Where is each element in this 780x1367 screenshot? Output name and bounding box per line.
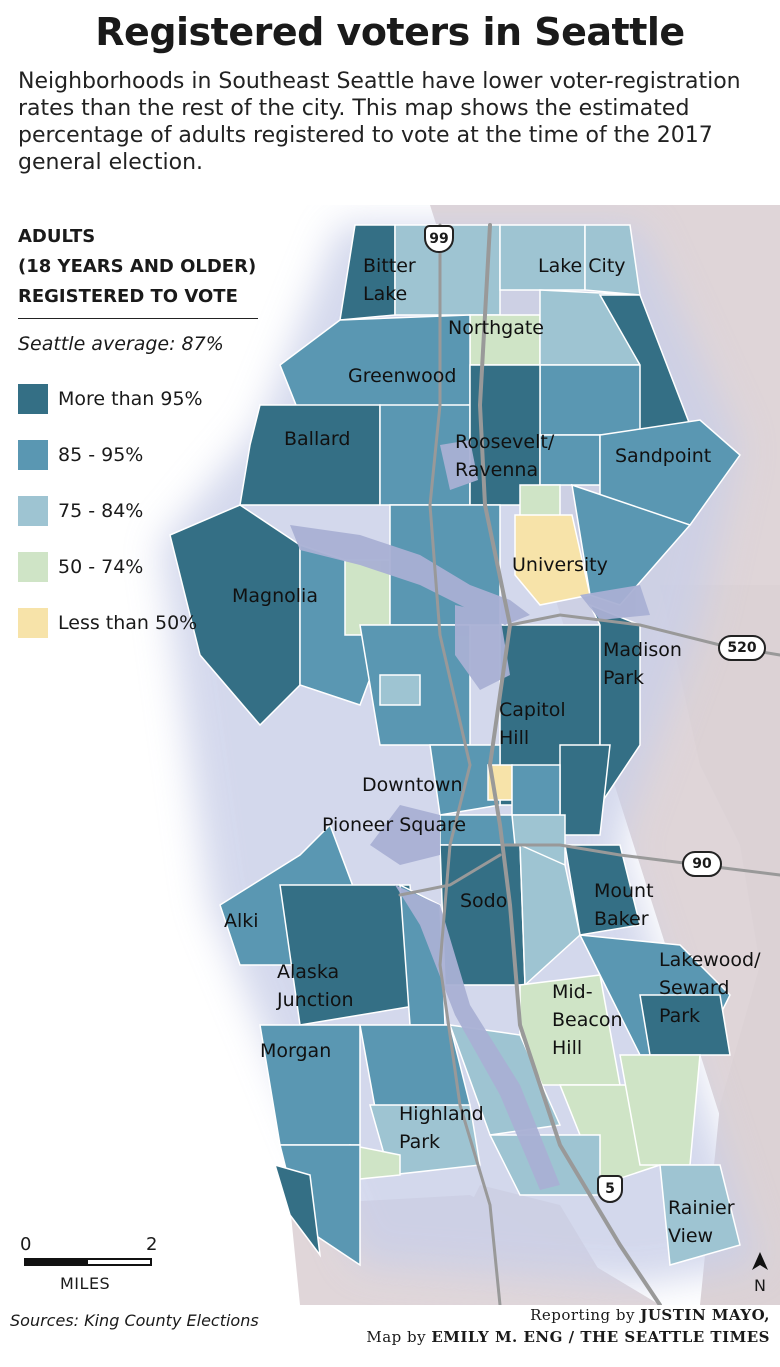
- scale-two: 2: [146, 1234, 158, 1255]
- credit-map-prefix: Map by: [366, 1328, 432, 1346]
- ship-canal: [290, 525, 530, 625]
- union-bay: [580, 585, 650, 620]
- legend-heading-line1: ADULTS: [18, 226, 96, 247]
- label-highland-park: Highland Park: [399, 1103, 484, 1153]
- lake-union: [455, 605, 510, 690]
- label-madison-park: Madison Park: [603, 639, 682, 689]
- label-lake-city: Lake City: [538, 255, 626, 277]
- seattle-map: [0, 205, 780, 1305]
- legend-label: 50 - 74%: [58, 556, 144, 578]
- label-sodo: Sodo: [460, 890, 508, 912]
- legend-item: 50 - 74%: [18, 539, 258, 595]
- highway-520-shield: 520: [718, 635, 766, 661]
- legend-swatch: [18, 384, 48, 414]
- label-greenwood: Greenwood: [348, 365, 457, 387]
- green-lake: [440, 440, 478, 490]
- label-roosevelt: Roosevelt/ Ravenna: [455, 431, 555, 481]
- district-university: [514, 514, 591, 606]
- west-seattle-br: [398, 853, 502, 897]
- legend-item: Less than 50%: [18, 595, 258, 651]
- label-beacon-hill: Mid- Beacon Hill: [552, 981, 623, 1059]
- label-alaska-junction: Alaska Junction: [277, 961, 354, 1011]
- district-rainier-view-s: [659, 1164, 741, 1266]
- scale-graphic: [24, 1258, 152, 1266]
- label-capitol-hill: Capitol Hill: [499, 699, 566, 749]
- label-downtown: Downtown: [362, 774, 463, 796]
- scale-zero: 0: [20, 1234, 32, 1255]
- legend-label: Less than 50%: [58, 612, 198, 634]
- legend-average: Seattle average: 87%: [18, 333, 224, 355]
- legend-label: 75 - 84%: [58, 500, 144, 522]
- north-arrow-icon: [752, 1252, 768, 1270]
- credit: Reporting by JUSTIN MAYO, Map by EMILY M…: [366, 1304, 770, 1348]
- legend-heading-line3: REGISTERED TO VOTE: [18, 286, 238, 307]
- legend-item: More than 95%: [18, 371, 258, 427]
- label-northgate: Northgate: [448, 317, 544, 339]
- label-morgan: Morgan: [260, 1040, 332, 1062]
- district-seward: [639, 994, 731, 1056]
- scale-unit: MILES: [60, 1274, 111, 1293]
- map-canvas: [160, 205, 780, 1305]
- label-pioneer-square: Pioneer Square: [322, 814, 467, 836]
- legend-swatch: [18, 608, 48, 638]
- elliott-bay-edge: [370, 805, 440, 865]
- roads: [398, 223, 780, 1305]
- legend-swatch: [18, 552, 48, 582]
- legend-label: 85 - 95%: [58, 444, 144, 466]
- label-bitter-lake: Bitter Lake: [363, 255, 416, 305]
- i5: [477, 223, 662, 1305]
- credit-mapmaker: EMILY M. ENG / THE SEATTLE TIMES: [431, 1328, 770, 1346]
- legend-item: 75 - 84%: [18, 483, 258, 539]
- legend-heading-line2: (18 YEARS AND OLDER): [18, 256, 257, 277]
- district-qa-light: [379, 674, 421, 706]
- label-lakewood: Lakewood/ Seward Park: [659, 949, 761, 1027]
- district-sw-dark: [273, 1163, 322, 1258]
- north-arrow: N: [748, 1250, 772, 1295]
- credit-reporter: JUSTIN MAYO,: [640, 1306, 770, 1324]
- label-rainier-view: Rainier View: [668, 1197, 735, 1247]
- label-sandpoint: Sandpoint: [615, 445, 712, 467]
- label-ballard: Ballard: [284, 428, 351, 450]
- sr99: [428, 223, 502, 1305]
- credit-line-2: Map by EMILY M. ENG / THE SEATTLE TIMES: [366, 1326, 770, 1348]
- district-wedgwood: [539, 364, 651, 436]
- district-mount-baker: [564, 844, 641, 936]
- credit-line-1: Reporting by JUSTIN MAYO,: [366, 1304, 770, 1326]
- i90: [503, 843, 780, 877]
- highway-90-shield: 90: [682, 851, 722, 877]
- district-ballard: [239, 404, 381, 506]
- legend-item: 85 - 95%: [18, 427, 258, 483]
- legend-label: More than 95%: [58, 388, 203, 410]
- label-mount-baker: Mount Baker: [594, 880, 654, 930]
- map-title: Registered voters in Seattle: [95, 10, 685, 54]
- label-magnolia: Magnolia: [232, 585, 318, 607]
- legend: ADULTS (18 YEARS AND OLDER) REGISTERED T…: [18, 222, 258, 651]
- credit-reporting-prefix: Reporting by: [530, 1306, 641, 1324]
- label-university: University: [512, 554, 608, 576]
- highway-5-shield: 5: [597, 1175, 623, 1203]
- north-label: N: [754, 1276, 766, 1295]
- legend-items: More than 95% 85 - 95% 75 - 84% 50 - 74%…: [18, 371, 258, 651]
- duwamish: [395, 885, 560, 1190]
- east-land: [660, 585, 780, 1305]
- legend-swatch: [18, 440, 48, 470]
- legend-heading: ADULTS (18 YEARS AND OLDER) REGISTERED T…: [18, 222, 258, 319]
- district-sandpoint: [599, 419, 742, 526]
- district-central: [511, 764, 561, 816]
- label-alki: Alki: [224, 910, 259, 932]
- water: [290, 440, 650, 1190]
- legend-swatch: [18, 496, 48, 526]
- sources: Sources: King County Elections: [10, 1311, 259, 1330]
- map-subtitle: Neighborhoods in Southeast Seattle have …: [18, 69, 741, 175]
- highway-99-shield: 99: [424, 225, 454, 253]
